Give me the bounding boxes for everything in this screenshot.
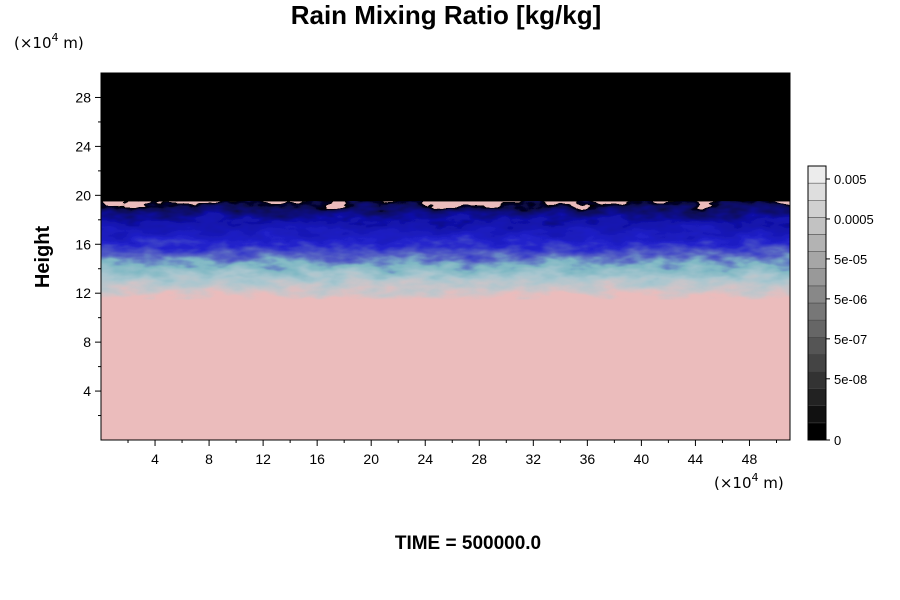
colorbar-cell <box>807 302 827 321</box>
y-tick-label: 12 <box>75 285 91 301</box>
colorbar-cell <box>807 182 827 201</box>
colorbar-cell <box>807 319 827 338</box>
layer-surface <box>101 299 790 440</box>
colorbar-label: 5e-05 <box>834 252 867 267</box>
x-units-suffix: m) <box>759 474 784 492</box>
cloud-band <box>101 201 790 300</box>
colorbar-cell <box>807 200 827 218</box>
y-axis-ticks: 4 8 12 16 20 24 28 <box>75 89 101 417</box>
y-tick-label: 8 <box>83 334 91 350</box>
colorbar-label: 5e-07 <box>834 332 867 347</box>
y-tick-label: 28 <box>75 89 91 105</box>
colorbar-label: 0 <box>834 433 841 448</box>
x-tick-label: 28 <box>471 451 487 467</box>
y-tick-label: 24 <box>75 138 91 154</box>
x-units-exponent: 4 <box>752 471 759 484</box>
colorbar-cell <box>807 285 827 304</box>
x-tick-label: 20 <box>363 451 379 467</box>
colorbar-cell <box>807 388 827 406</box>
x-tick-label: 12 <box>255 451 271 467</box>
colorbar-cell <box>807 251 827 269</box>
field-layers <box>101 73 790 440</box>
x-tick-label: 36 <box>580 451 596 467</box>
colorbar-cell <box>807 405 827 424</box>
colorbar: 0.005 0.0005 5e-05 5e-06 5e-07 5e-08 0 <box>807 165 874 448</box>
y-tick-label: 20 <box>75 187 91 203</box>
x-axis-units: (×104 m) <box>714 471 784 492</box>
x-tick-label: 40 <box>634 451 650 467</box>
colorbar-cell <box>807 217 827 235</box>
x-units-prefix: (×10 <box>714 474 752 492</box>
x-tick-label: 16 <box>309 451 325 467</box>
colorbar-cell <box>807 234 827 252</box>
y-units-suffix: m) <box>59 34 84 52</box>
colorbar-cell <box>807 337 827 355</box>
colorbar-label: 0.005 <box>834 172 867 187</box>
y-units-exponent: 4 <box>52 31 59 44</box>
y-tick-label: 4 <box>83 383 91 399</box>
cloud-band-gradient <box>101 201 790 300</box>
y-units-prefix: (×10 <box>14 34 52 52</box>
colorbar-label: 5e-08 <box>834 372 867 387</box>
colorbar-cell <box>807 354 827 372</box>
x-tick-label: 48 <box>742 451 758 467</box>
x-tick-label: 44 <box>688 451 704 467</box>
plot-frame <box>100 72 791 441</box>
y-tick-label: 16 <box>75 236 91 252</box>
x-axis-ticks: 4 8 12 16 20 24 28 32 36 40 44 48 <box>127 440 777 467</box>
x-tick-label: 32 <box>526 451 542 467</box>
colorbar-frame <box>807 165 827 441</box>
colorbar-label: 0.0005 <box>834 212 874 227</box>
colorbar-cell <box>807 371 827 389</box>
colorbar-cell <box>807 422 827 441</box>
layer-upper <box>101 73 790 202</box>
x-tick-label: 4 <box>151 451 159 467</box>
plot-area <box>100 72 791 441</box>
colorbar-cell <box>807 165 827 184</box>
time-label: TIME = 500000.0 <box>395 533 541 554</box>
colorbar-cell <box>807 268 827 287</box>
colorbar-label: 5e-06 <box>834 292 867 307</box>
chart-title: Rain Mixing Ratio [kg/kg] <box>291 0 602 30</box>
y-axis-units: (×104 m) <box>14 31 84 52</box>
y-axis-label: Height <box>32 226 54 289</box>
x-tick-label: 24 <box>417 451 433 467</box>
x-tick-label: 8 <box>205 451 213 467</box>
